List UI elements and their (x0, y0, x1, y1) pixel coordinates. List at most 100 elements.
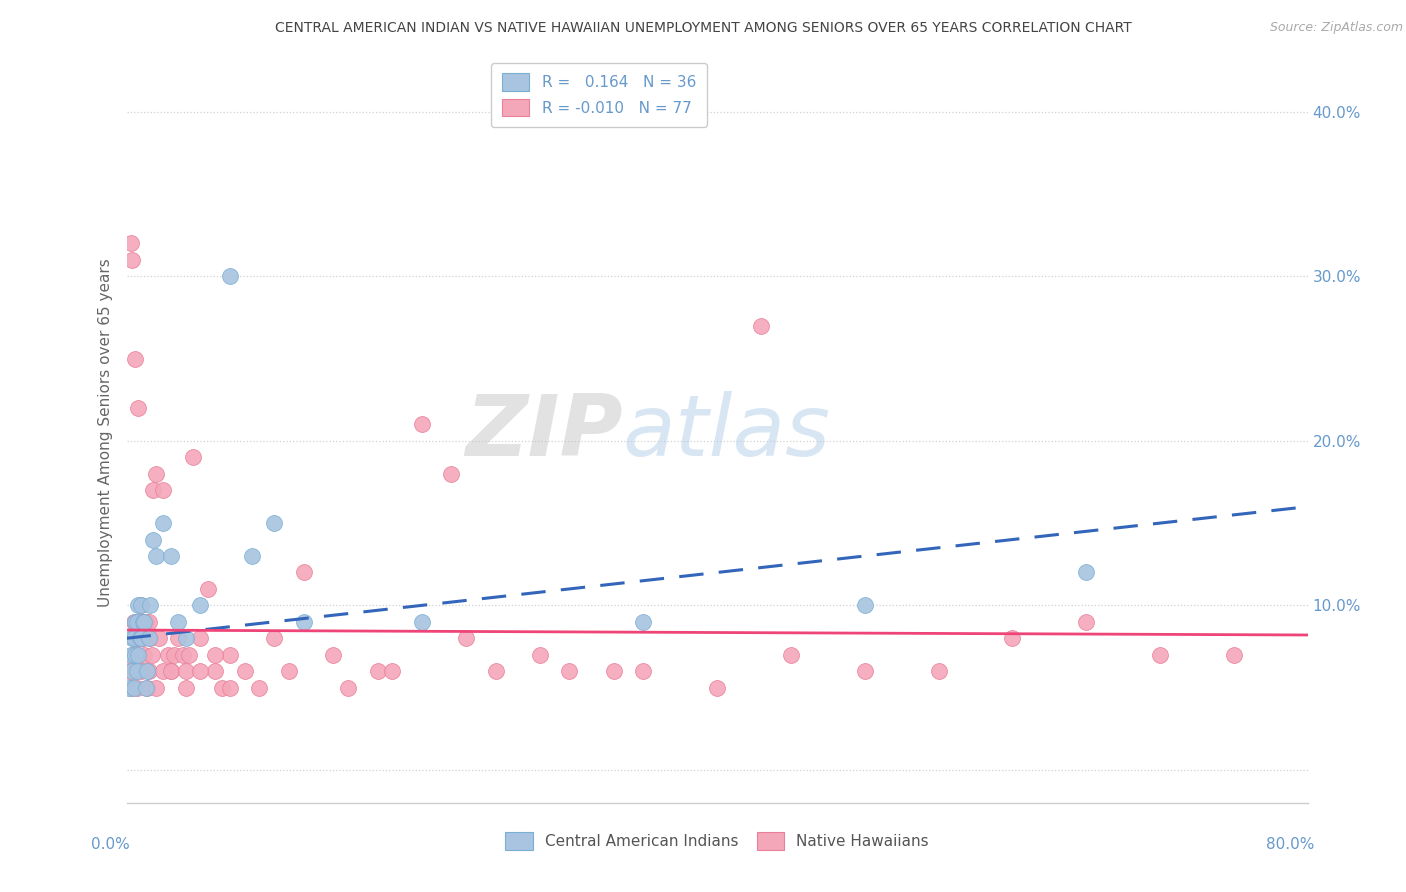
Point (145, 467, 167, 481)
Point (128, 632, 150, 646)
Point (292, 566, 315, 580)
Point (124, 615, 146, 629)
Point (121, 632, 143, 646)
Point (142, 483, 165, 498)
Point (139, 632, 162, 646)
Point (706, 681, 728, 695)
Point (122, 632, 145, 646)
Point (125, 664, 148, 678)
Point (197, 582, 219, 596)
Point (142, 533, 165, 547)
Point (174, 664, 197, 678)
Point (177, 648, 200, 662)
Legend: Central American Indians, Native Hawaiians: Central American Indians, Native Hawaiia… (499, 826, 935, 855)
Point (124, 648, 146, 662)
Point (558, 664, 581, 678)
Point (156, 648, 179, 662)
Point (122, 681, 145, 695)
Text: 80.0%: 80.0% (1267, 838, 1315, 852)
Point (134, 648, 156, 662)
Point (174, 681, 197, 695)
Point (120, 648, 142, 662)
Point (529, 648, 551, 662)
Text: CENTRAL AMERICAN INDIAN VS NATIVE HAWAIIAN UNEMPLOYMENT AMONG SENIORS OVER 65 YE: CENTRAL AMERICAN INDIAN VS NATIVE HAWAII… (274, 21, 1132, 35)
Point (121, 252, 143, 267)
Point (120, 236, 142, 251)
Point (127, 599, 149, 613)
Point (751, 318, 773, 333)
Point (381, 664, 404, 678)
Point (188, 664, 212, 678)
Point (129, 599, 153, 613)
Text: Source: ZipAtlas.com: Source: ZipAtlas.com (1270, 21, 1403, 34)
Point (188, 599, 212, 613)
Point (127, 648, 149, 662)
Point (132, 632, 155, 646)
Point (125, 681, 148, 695)
Point (127, 615, 149, 629)
Point (167, 632, 190, 646)
Point (167, 615, 190, 629)
Point (139, 599, 162, 613)
Point (780, 648, 803, 662)
Point (160, 664, 183, 678)
Point (928, 664, 950, 678)
Point (484, 664, 508, 678)
Point (152, 664, 174, 678)
Point (1223, 648, 1246, 662)
Point (129, 664, 153, 678)
Point (233, 664, 256, 678)
Point (118, 681, 141, 695)
Point (188, 632, 212, 646)
Point (134, 615, 156, 629)
Point (138, 632, 160, 646)
Point (204, 664, 226, 678)
Point (134, 615, 156, 629)
Point (633, 664, 655, 678)
Point (278, 664, 301, 678)
Point (1149, 648, 1171, 662)
Point (138, 664, 160, 678)
Point (122, 632, 145, 646)
Point (174, 632, 197, 646)
Point (120, 681, 142, 695)
Point (138, 615, 160, 629)
Point (128, 632, 150, 646)
Point (411, 615, 433, 629)
Point (337, 681, 360, 695)
Point (127, 648, 149, 662)
Point (129, 632, 153, 646)
Point (322, 648, 344, 662)
Point (240, 549, 263, 563)
Point (160, 549, 183, 563)
Point (125, 632, 148, 646)
Point (125, 615, 148, 629)
Point (129, 615, 153, 629)
Point (145, 681, 167, 695)
Point (411, 417, 433, 432)
Point (263, 516, 285, 530)
Point (853, 599, 876, 613)
Point (603, 664, 626, 678)
Point (141, 648, 163, 662)
Point (132, 615, 155, 629)
Point (129, 599, 153, 613)
Point (135, 615, 157, 629)
Point (163, 648, 186, 662)
Point (160, 664, 183, 678)
Point (148, 632, 170, 646)
Point (263, 632, 285, 646)
Point (853, 664, 876, 678)
Point (136, 681, 159, 695)
Point (122, 615, 145, 629)
Text: ZIP: ZIP (465, 391, 623, 475)
Point (172, 648, 194, 662)
Point (121, 664, 143, 678)
Point (1076, 615, 1098, 629)
Point (249, 681, 271, 695)
Point (211, 681, 233, 695)
Point (204, 648, 226, 662)
Point (145, 549, 167, 563)
Point (292, 615, 315, 629)
Point (152, 483, 174, 498)
